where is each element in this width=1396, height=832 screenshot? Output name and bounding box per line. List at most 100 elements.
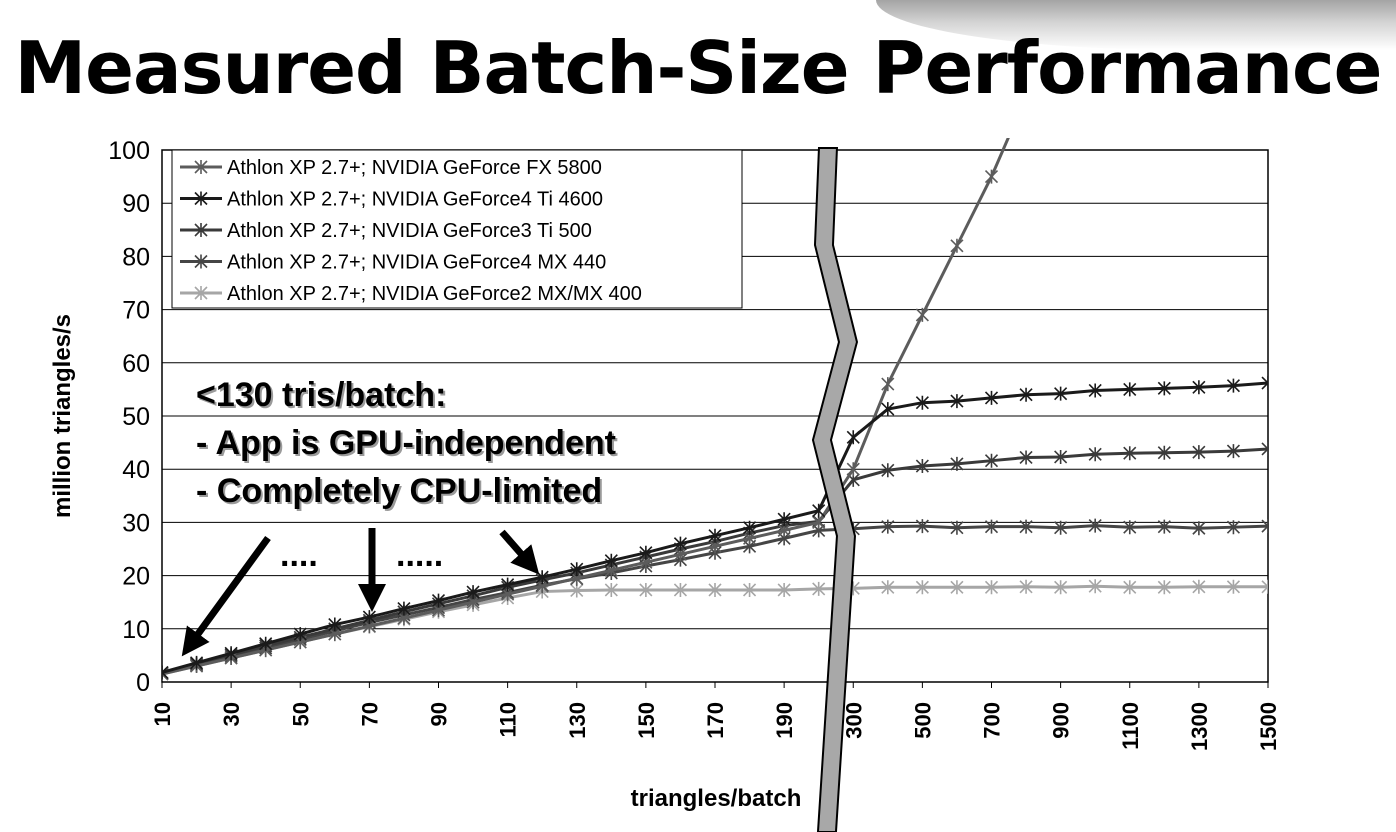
data-point bbox=[362, 610, 376, 625]
data-point bbox=[1088, 579, 1102, 594]
data-point bbox=[950, 520, 964, 535]
series-1 bbox=[162, 90, 1032, 682]
data-point bbox=[950, 394, 964, 409]
data-point bbox=[846, 462, 860, 477]
data-point bbox=[1192, 380, 1206, 395]
y-axis-title: million triangles/s bbox=[49, 314, 76, 518]
data-point bbox=[812, 503, 826, 518]
legend-marker bbox=[194, 254, 208, 269]
data-point bbox=[1157, 445, 1171, 460]
y-tick-label: 30 bbox=[122, 509, 150, 537]
legend-label: Athlon XP 2.7+; NVIDIA GeForce2 MX/MX 40… bbox=[227, 283, 642, 305]
x-tick-label: 90 bbox=[427, 702, 452, 726]
data-point bbox=[1261, 579, 1268, 594]
data-point bbox=[708, 582, 722, 597]
data-point bbox=[881, 377, 895, 392]
data-point bbox=[1157, 519, 1171, 534]
annotation-arrow bbox=[499, 529, 540, 575]
x-tick-label: 110 bbox=[496, 702, 521, 738]
axis-break bbox=[811, 147, 859, 832]
data-point bbox=[742, 582, 757, 597]
y-axis-ticks: 0 10 20 30 40 50 60 70 80 90 100 bbox=[108, 137, 150, 697]
y-tick-label: 60 bbox=[122, 350, 150, 378]
data-point bbox=[915, 580, 929, 595]
data-point bbox=[708, 528, 722, 543]
legend: Athlon XP 2.7+; NVIDIA GeForce FX 5800 At… bbox=[171, 149, 743, 309]
data-point bbox=[1123, 382, 1137, 397]
data-point bbox=[397, 601, 411, 616]
data-point bbox=[984, 169, 999, 184]
annotation-shadow: <130 tris/batch: bbox=[198, 378, 448, 416]
y-tick-label: 10 bbox=[122, 616, 150, 644]
data-point bbox=[1226, 579, 1241, 594]
x-tick-label: 70 bbox=[357, 702, 382, 726]
data-point bbox=[1123, 446, 1137, 461]
data-point bbox=[846, 430, 860, 445]
y-tick-label: 0 bbox=[136, 669, 150, 697]
data-point bbox=[501, 577, 515, 592]
annotation-shadow: - App is GPU-independent bbox=[198, 426, 618, 464]
data-point bbox=[1123, 520, 1137, 535]
data-point bbox=[915, 459, 929, 474]
legend-label: Athlon XP 2.7+; NVIDIA GeForce3 Ti 500 bbox=[227, 220, 592, 242]
axis-break-band bbox=[811, 147, 859, 832]
x-tick-label: 10 bbox=[150, 702, 175, 726]
x-tick-label: 900 bbox=[1049, 702, 1074, 739]
x-tick-label: 190 bbox=[772, 702, 797, 739]
x-tick-label: 1100 bbox=[1118, 702, 1143, 750]
data-point bbox=[1192, 521, 1206, 536]
data-point bbox=[1054, 520, 1068, 535]
data-point bbox=[1192, 445, 1206, 460]
legend-label: Athlon XP 2.7+; NVIDIA GeForce4 MX 440 bbox=[227, 252, 606, 274]
data-point bbox=[1226, 378, 1241, 393]
data-point bbox=[984, 390, 999, 405]
x-tick-label: 50 bbox=[288, 702, 313, 726]
data-point bbox=[431, 593, 446, 608]
data-point bbox=[915, 395, 929, 410]
data-point bbox=[1261, 376, 1268, 391]
data-point bbox=[328, 617, 342, 632]
y-tick-label: 20 bbox=[122, 563, 150, 591]
data-point bbox=[639, 545, 653, 560]
data-point bbox=[224, 646, 238, 661]
legend-box bbox=[171, 149, 743, 309]
data-point bbox=[984, 453, 999, 468]
data-point bbox=[1088, 518, 1102, 533]
data-point bbox=[570, 583, 584, 598]
data-point bbox=[639, 582, 653, 597]
data-point bbox=[1226, 444, 1241, 459]
data-point bbox=[1019, 579, 1033, 594]
data-point bbox=[1226, 520, 1241, 535]
data-point bbox=[915, 307, 929, 322]
series-line bbox=[162, 138, 1010, 676]
data-point bbox=[1019, 387, 1033, 402]
annotation-text: <130 tris/batch: bbox=[196, 376, 446, 414]
data-point bbox=[1157, 381, 1171, 396]
series-2 bbox=[162, 376, 1268, 680]
data-point bbox=[1088, 383, 1102, 398]
series-layer bbox=[162, 90, 1268, 682]
data-point bbox=[466, 585, 480, 600]
data-point bbox=[950, 456, 964, 471]
x-axis-ticks: 10 30 50 70 90 110 130 150 170 190 300 500 700 900 110… bbox=[150, 682, 1281, 751]
data-point bbox=[162, 665, 169, 680]
y-tick-label: 50 bbox=[122, 403, 150, 431]
annotation-dots: ..... bbox=[396, 536, 443, 574]
x-tick-label: 30 bbox=[219, 702, 244, 726]
y-tick-label: 100 bbox=[108, 137, 150, 165]
data-point bbox=[777, 512, 791, 527]
annotation-text: - App is GPU-independent bbox=[196, 424, 616, 462]
annotation-shadow: - Completely CPU-limited bbox=[198, 474, 604, 512]
data-point bbox=[1020, 90, 1032, 104]
data-point bbox=[1088, 447, 1102, 462]
x-tick-label: 700 bbox=[980, 702, 1005, 739]
data-point bbox=[570, 562, 584, 577]
data-point bbox=[1054, 580, 1068, 595]
data-point bbox=[950, 580, 964, 595]
page-title: Measured Batch-Size Performance bbox=[14, 26, 1383, 110]
data-point bbox=[984, 580, 999, 595]
data-point bbox=[777, 582, 791, 597]
legend-marker bbox=[194, 223, 208, 237]
data-point bbox=[742, 520, 757, 535]
